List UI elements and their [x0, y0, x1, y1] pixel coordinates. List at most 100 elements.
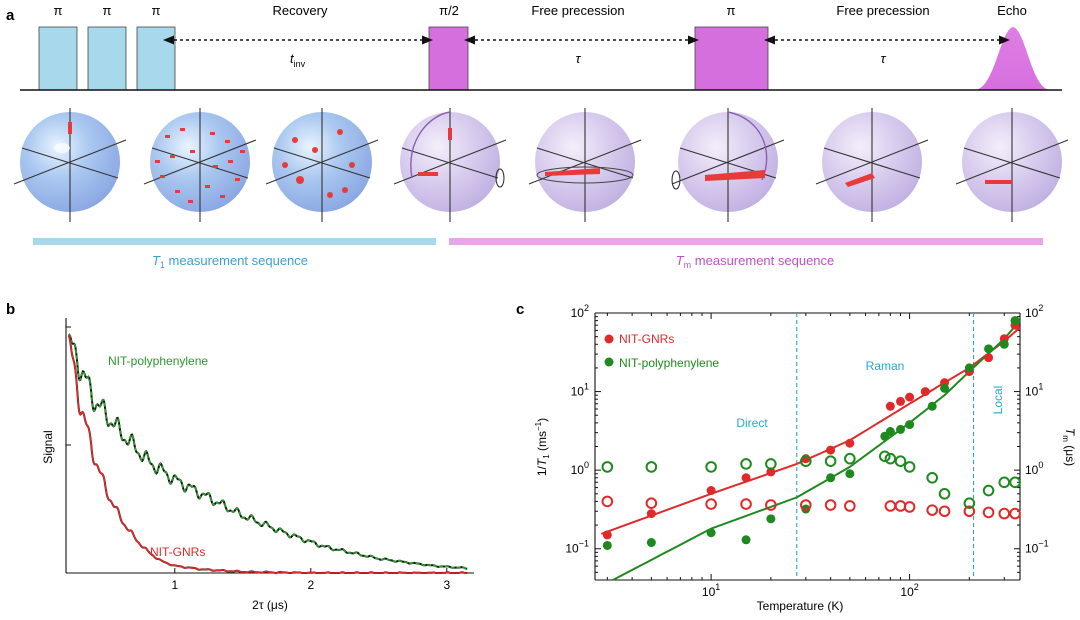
panel-c-point	[766, 514, 776, 524]
panel-b-xtick-label: 2	[307, 578, 314, 592]
panel-c-series	[601, 316, 1021, 581]
panel-c-point	[885, 401, 895, 411]
panel-c-open-point	[800, 455, 812, 468]
bloch-sphere-6	[671, 108, 785, 222]
pi-pulse-label-3: π	[152, 3, 161, 18]
panel-c-open-point	[705, 461, 717, 473]
panel-b-label: b	[6, 301, 15, 318]
panel-c-point	[845, 438, 855, 448]
panel-c-ytick-right-label: 101	[1025, 382, 1043, 399]
panel-c-open-point	[894, 455, 907, 468]
bloch-spheres	[13, 108, 1069, 222]
panel-c-xlabel: Temperature (K)	[757, 599, 844, 613]
panel-c-open-point	[938, 488, 951, 500]
bloch-sphere-8	[955, 108, 1069, 222]
pi-refocus-label: π	[727, 3, 736, 18]
panel-c-open-point	[740, 458, 752, 470]
panel-c: c 102 101 100 10−1 102 101 100 10−1 101 102 1/T1 …	[516, 301, 1077, 613]
panel-c-ticks: 102 101 100 10−1 102 101 100 10−1 101 102	[565, 303, 1048, 599]
panel-c-open-point	[903, 501, 916, 513]
panel-b-line-black-1	[67, 334, 468, 574]
bloch-sphere-5	[528, 108, 642, 222]
bloch-sphere-2	[143, 108, 257, 222]
legend-marker-poly	[604, 357, 614, 367]
panel-c-open-point	[800, 499, 812, 511]
panel-c-open-point	[705, 498, 717, 510]
tm-sequence-bar	[449, 238, 1043, 245]
panel-c-point	[602, 540, 612, 550]
panel-c-open-point	[824, 455, 837, 468]
panel-c-open-point	[1009, 476, 1021, 489]
panel-c-open-point	[926, 504, 939, 516]
panel-c-point	[706, 528, 716, 538]
panel-c-open-point	[903, 461, 916, 473]
panel-a: a π π π Recovery π/2 Free precession π F…	[6, 3, 1069, 270]
panel-c-point	[896, 396, 906, 406]
panel-c-point	[984, 353, 994, 363]
panel-c-ytick-left-label: 100	[571, 460, 589, 477]
panel-c-point	[741, 535, 751, 545]
panel-c-open-point	[844, 500, 856, 512]
bloch-sphere-4	[393, 108, 507, 222]
panel-c-open-point	[878, 450, 891, 463]
panel-c-point	[905, 392, 915, 402]
panel-c-open-point	[926, 471, 939, 484]
panel-c-open-point	[998, 507, 1011, 520]
panel-c-open-point	[645, 497, 658, 509]
panel-c-ytick-left-label: 102	[571, 303, 589, 320]
pi-refocus-pulse	[694, 26, 769, 91]
panel-b-series	[67, 333, 468, 574]
series-label-polyphenylene: NIT-polyphenylene	[108, 354, 208, 368]
panel-c-open-point	[601, 461, 614, 473]
legend: NIT-GNRs NIT-polyphenylene	[604, 332, 719, 370]
panel-b-xlabel: 2τ (μs)	[252, 598, 288, 612]
panel-c-open-point	[982, 506, 995, 519]
panel-c-point	[741, 473, 751, 483]
legend-label-poly: NIT-polyphenylene	[619, 356, 719, 370]
recovery-label: Recovery	[273, 3, 328, 18]
panel-c-point	[1010, 316, 1020, 326]
panel-c-label: c	[516, 301, 524, 318]
pi-pulse-2	[87, 26, 127, 91]
free-precession-label-1: Free precession	[531, 3, 624, 18]
panel-c-open-point	[765, 499, 777, 511]
pi-pulse-label-1: π	[54, 3, 63, 18]
panel-c-open-point	[740, 498, 752, 510]
panel-c-xtick-label: 102	[900, 582, 918, 599]
panel-c-open-point	[938, 505, 951, 518]
t1-sequence-bar	[33, 238, 436, 245]
panel-c-open-point	[844, 452, 856, 465]
panel-a-label: a	[6, 7, 15, 24]
panel-c-point	[885, 427, 895, 437]
panel-c-point	[920, 387, 930, 397]
pi-pulse-3	[136, 26, 176, 91]
tau-label-1: τ	[576, 51, 582, 66]
panel-b: b Signal 1 2 3 2τ (μs) NIT-polyphenylene N…	[6, 301, 474, 612]
panel-c-open-point	[998, 476, 1011, 489]
legend-marker-gnrs	[604, 334, 614, 344]
pi-pulse-label-2: π	[103, 3, 112, 18]
legend-label-gnrs: NIT-GNRs	[619, 332, 674, 346]
echo-label: Echo	[997, 3, 1027, 18]
panel-c-open-point	[765, 458, 777, 470]
pi-half-pulse	[428, 26, 469, 91]
panel-c-point	[826, 445, 836, 455]
pi-half-label: π/2	[439, 3, 459, 18]
panel-c-open-point	[884, 500, 897, 512]
panel-c-ytick-left-label: 10−1	[565, 539, 589, 556]
pi-pulse-1	[38, 26, 78, 91]
region-direct-label: Direct	[736, 416, 768, 430]
panel-b-ylabel: Signal	[41, 430, 55, 463]
panel-c-open-point	[884, 452, 897, 465]
panel-c-point	[845, 469, 855, 479]
panel-c-ylabel-left: 1/T1 (ms−1)	[534, 418, 551, 476]
t1-sequence-label: T1 measurement sequence	[152, 253, 308, 270]
panel-c-point	[927, 401, 937, 411]
panel-c-point	[646, 509, 656, 519]
panel-c-open-point	[982, 484, 995, 497]
bloch-sphere-7	[815, 108, 929, 222]
panel-c-open-point	[601, 495, 614, 508]
echo-pulse	[975, 27, 1050, 90]
free-precession-label-2: Free precession	[836, 3, 929, 18]
